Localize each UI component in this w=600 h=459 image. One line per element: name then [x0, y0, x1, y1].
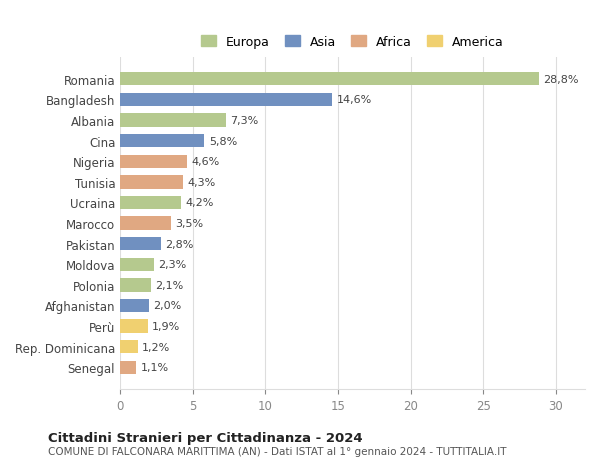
Text: 1,9%: 1,9% — [152, 321, 181, 331]
Bar — [120, 73, 539, 86]
Bar — [120, 319, 148, 333]
Text: 28,8%: 28,8% — [543, 75, 578, 84]
Text: 2,8%: 2,8% — [165, 239, 194, 249]
Bar — [120, 361, 136, 374]
Text: 4,3%: 4,3% — [187, 178, 215, 187]
Text: 5,8%: 5,8% — [209, 136, 237, 146]
Text: 2,0%: 2,0% — [154, 301, 182, 311]
Bar — [120, 258, 154, 271]
Text: Cittadini Stranieri per Cittadinanza - 2024: Cittadini Stranieri per Cittadinanza - 2… — [48, 431, 362, 444]
Legend: Europa, Asia, Africa, America: Europa, Asia, Africa, America — [196, 31, 509, 54]
Text: 2,3%: 2,3% — [158, 260, 186, 269]
Text: 7,3%: 7,3% — [230, 116, 259, 126]
Bar — [120, 340, 137, 353]
Text: 1,1%: 1,1% — [140, 363, 169, 372]
Bar — [120, 114, 226, 128]
Bar — [120, 279, 151, 292]
Text: 4,2%: 4,2% — [185, 198, 214, 208]
Text: COMUNE DI FALCONARA MARITTIMA (AN) - Dati ISTAT al 1° gennaio 2024 - TUTTITALIA.: COMUNE DI FALCONARA MARITTIMA (AN) - Dat… — [48, 447, 506, 456]
Text: 1,2%: 1,2% — [142, 342, 170, 352]
Text: 14,6%: 14,6% — [337, 95, 372, 105]
Bar — [120, 155, 187, 168]
Bar — [120, 94, 332, 107]
Bar — [120, 237, 161, 251]
Bar — [120, 176, 182, 189]
Text: 2,1%: 2,1% — [155, 280, 183, 290]
Bar — [120, 196, 181, 210]
Bar — [120, 217, 171, 230]
Text: 3,5%: 3,5% — [175, 218, 203, 229]
Bar — [120, 299, 149, 313]
Bar — [120, 134, 205, 148]
Text: 4,6%: 4,6% — [191, 157, 220, 167]
